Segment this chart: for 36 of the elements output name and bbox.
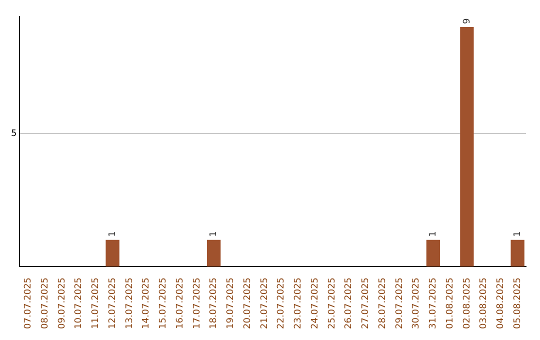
x-tick-label: 31.07.2025 xyxy=(428,277,439,329)
data-label: 1 xyxy=(209,231,220,237)
x-tick-label: 26.07.2025 xyxy=(344,277,354,329)
x-tick-label: 15.07.2025 xyxy=(158,277,169,329)
x-tick-label: 07.07.2025 xyxy=(24,277,34,329)
x-tick-label: 21.07.2025 xyxy=(260,277,270,329)
x-tick-label: 12.07.2025 xyxy=(108,277,118,329)
x-tick-label: 11.07.2025 xyxy=(91,277,102,329)
x-tick-label: 10.07.2025 xyxy=(74,277,84,329)
x-tick-label: 03.08.2025 xyxy=(479,277,490,329)
y-tick-label: 5 xyxy=(10,128,17,139)
data-label: 1 xyxy=(108,231,118,237)
data-label: 9 xyxy=(462,18,472,24)
x-tick-label: 02.08.2025 xyxy=(462,277,472,329)
data-label: 1 xyxy=(512,231,523,237)
x-tick-label: 30.07.2025 xyxy=(412,277,422,329)
x-tick-label: 14.07.2025 xyxy=(142,277,152,329)
x-tick-label: 16.07.2025 xyxy=(175,277,186,329)
x-tick-label: 24.07.2025 xyxy=(310,277,320,329)
x-tick-label: 09.07.2025 xyxy=(57,277,68,329)
x-tick-label: 01.08.2025 xyxy=(445,277,456,329)
data-label: 1 xyxy=(428,231,439,237)
x-tick-label: 18.07.2025 xyxy=(209,277,220,329)
x-tick-label: 22.07.2025 xyxy=(276,277,287,329)
x-tick-label: 25.07.2025 xyxy=(327,277,338,329)
x-tick-label: 29.07.2025 xyxy=(394,277,405,329)
x-tick-label: 17.07.2025 xyxy=(192,277,202,329)
x-tick-label: 23.07.2025 xyxy=(294,277,304,329)
x-tick-label: 13.07.2025 xyxy=(124,277,135,329)
x-tick-label: 27.07.2025 xyxy=(361,277,372,329)
x-tick-label: 28.07.2025 xyxy=(378,277,388,329)
x-tick-label: 04.08.2025 xyxy=(496,277,506,329)
x-tick-label: 20.07.2025 xyxy=(242,277,253,329)
x-tick-label: 08.07.2025 xyxy=(40,277,50,329)
x-tick-label: 05.08.2025 xyxy=(512,277,523,329)
x-tick-label: 19.07.2025 xyxy=(226,277,236,329)
